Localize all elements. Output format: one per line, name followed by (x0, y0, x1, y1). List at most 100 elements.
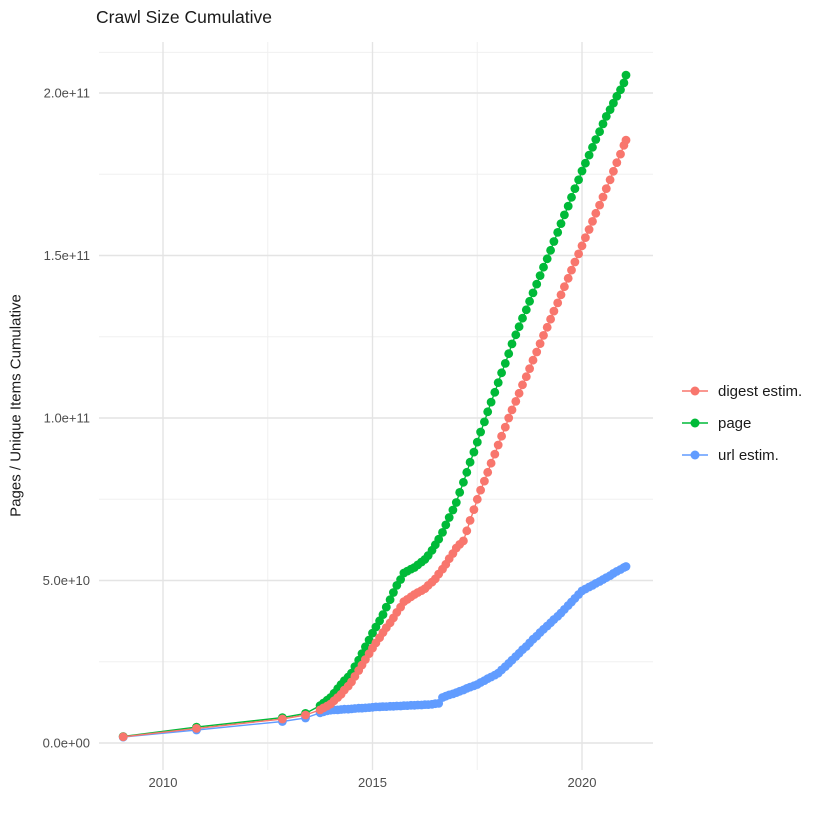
data-point (556, 219, 566, 229)
data-point (301, 710, 310, 720)
data-point (469, 447, 479, 457)
data-point (497, 431, 506, 441)
data-point (609, 98, 618, 108)
data-point (480, 417, 489, 427)
data-point (525, 296, 534, 306)
legend-key-page-icon (682, 418, 708, 428)
data-point (616, 85, 625, 95)
data-point (574, 175, 583, 185)
data-point (444, 513, 454, 522)
data-point (584, 225, 594, 234)
data-point (486, 397, 496, 407)
data-point (609, 166, 618, 176)
data-point (560, 210, 569, 220)
data-point (542, 322, 552, 332)
data-point (560, 282, 569, 292)
legend-item-url: url estim. (681, 439, 802, 471)
y-axis-title: Pages / Unique Items Cumulative (7, 294, 25, 517)
legend-item-digest: digest estim. (681, 375, 802, 407)
data-point (521, 305, 531, 315)
data-point (514, 388, 524, 398)
data-point (532, 279, 542, 289)
data-point (462, 467, 472, 477)
chart-title: Crawl Size Cumulative (96, 7, 273, 27)
data-point (591, 208, 601, 218)
legend-item-page: page (681, 407, 802, 439)
y-tick-label-0.0e+00: 0.0e+00 (43, 736, 90, 751)
data-point (584, 150, 594, 160)
data-point (549, 237, 559, 246)
data-point (493, 378, 503, 387)
data-point (570, 257, 580, 267)
data-point (621, 562, 631, 571)
data-point (605, 105, 615, 114)
data-point (570, 184, 580, 194)
data-point (542, 254, 552, 264)
data-point (612, 158, 622, 168)
x-tick-label-2015: 2015 (358, 775, 387, 790)
data-point (476, 427, 485, 437)
data-point (118, 732, 128, 742)
data-point (553, 228, 563, 237)
data-point (553, 298, 563, 308)
data-point (535, 271, 545, 280)
data-point (535, 339, 545, 348)
data-point (601, 184, 611, 194)
data-point (385, 595, 395, 605)
data-point (192, 724, 201, 733)
data-point (601, 112, 611, 121)
data-point (563, 201, 573, 211)
x-tick-label-2010: 2010 (149, 775, 178, 790)
data-point (588, 217, 597, 226)
data-point (528, 288, 538, 298)
legend-label-url: url estim. (718, 446, 779, 464)
data-point (595, 200, 604, 210)
data-point (567, 265, 576, 275)
data-point (472, 494, 482, 504)
data-point (525, 364, 534, 373)
data-point (459, 536, 468, 546)
data-point (595, 127, 604, 137)
data-point (459, 477, 468, 487)
data-point (507, 405, 517, 415)
data-point (567, 192, 576, 202)
data-point (616, 149, 625, 159)
data-point (451, 498, 461, 507)
data-point (514, 322, 524, 332)
x-tick-label-2020: 2020 (568, 775, 597, 790)
data-point (574, 249, 583, 259)
data-point (434, 534, 444, 544)
data-point (480, 476, 489, 486)
data-point (396, 575, 405, 584)
data-point (563, 273, 573, 283)
data-point (389, 588, 398, 597)
data-point (581, 233, 590, 243)
data-point (361, 642, 370, 652)
data-point (511, 330, 521, 340)
data-point (528, 355, 538, 365)
legend-label-digest: digest estim. (718, 382, 803, 400)
y-tick-label-1.0e+11: 1.0e+11 (44, 411, 90, 426)
data-point (518, 313, 527, 323)
y-tick-label-5.0e+10: 5.0e+10 (43, 573, 90, 588)
data-point (507, 339, 517, 349)
data-point (532, 347, 542, 357)
data-point (500, 359, 510, 368)
y-tick-label-1.5e+11: 1.5e+11 (44, 248, 90, 263)
data-point (500, 422, 510, 432)
data-point (619, 78, 629, 88)
data-point (483, 407, 493, 417)
data-point (278, 714, 287, 724)
data-point (455, 488, 465, 497)
data-point (504, 349, 514, 359)
data-point (598, 192, 608, 202)
data-point (441, 520, 451, 530)
data-point (612, 91, 622, 101)
legend-label-page: page (718, 414, 752, 432)
data-point (490, 449, 500, 459)
data-point (539, 262, 548, 272)
data-point (472, 437, 482, 447)
data-point (504, 413, 514, 423)
legend-key-url-icon (682, 450, 708, 460)
